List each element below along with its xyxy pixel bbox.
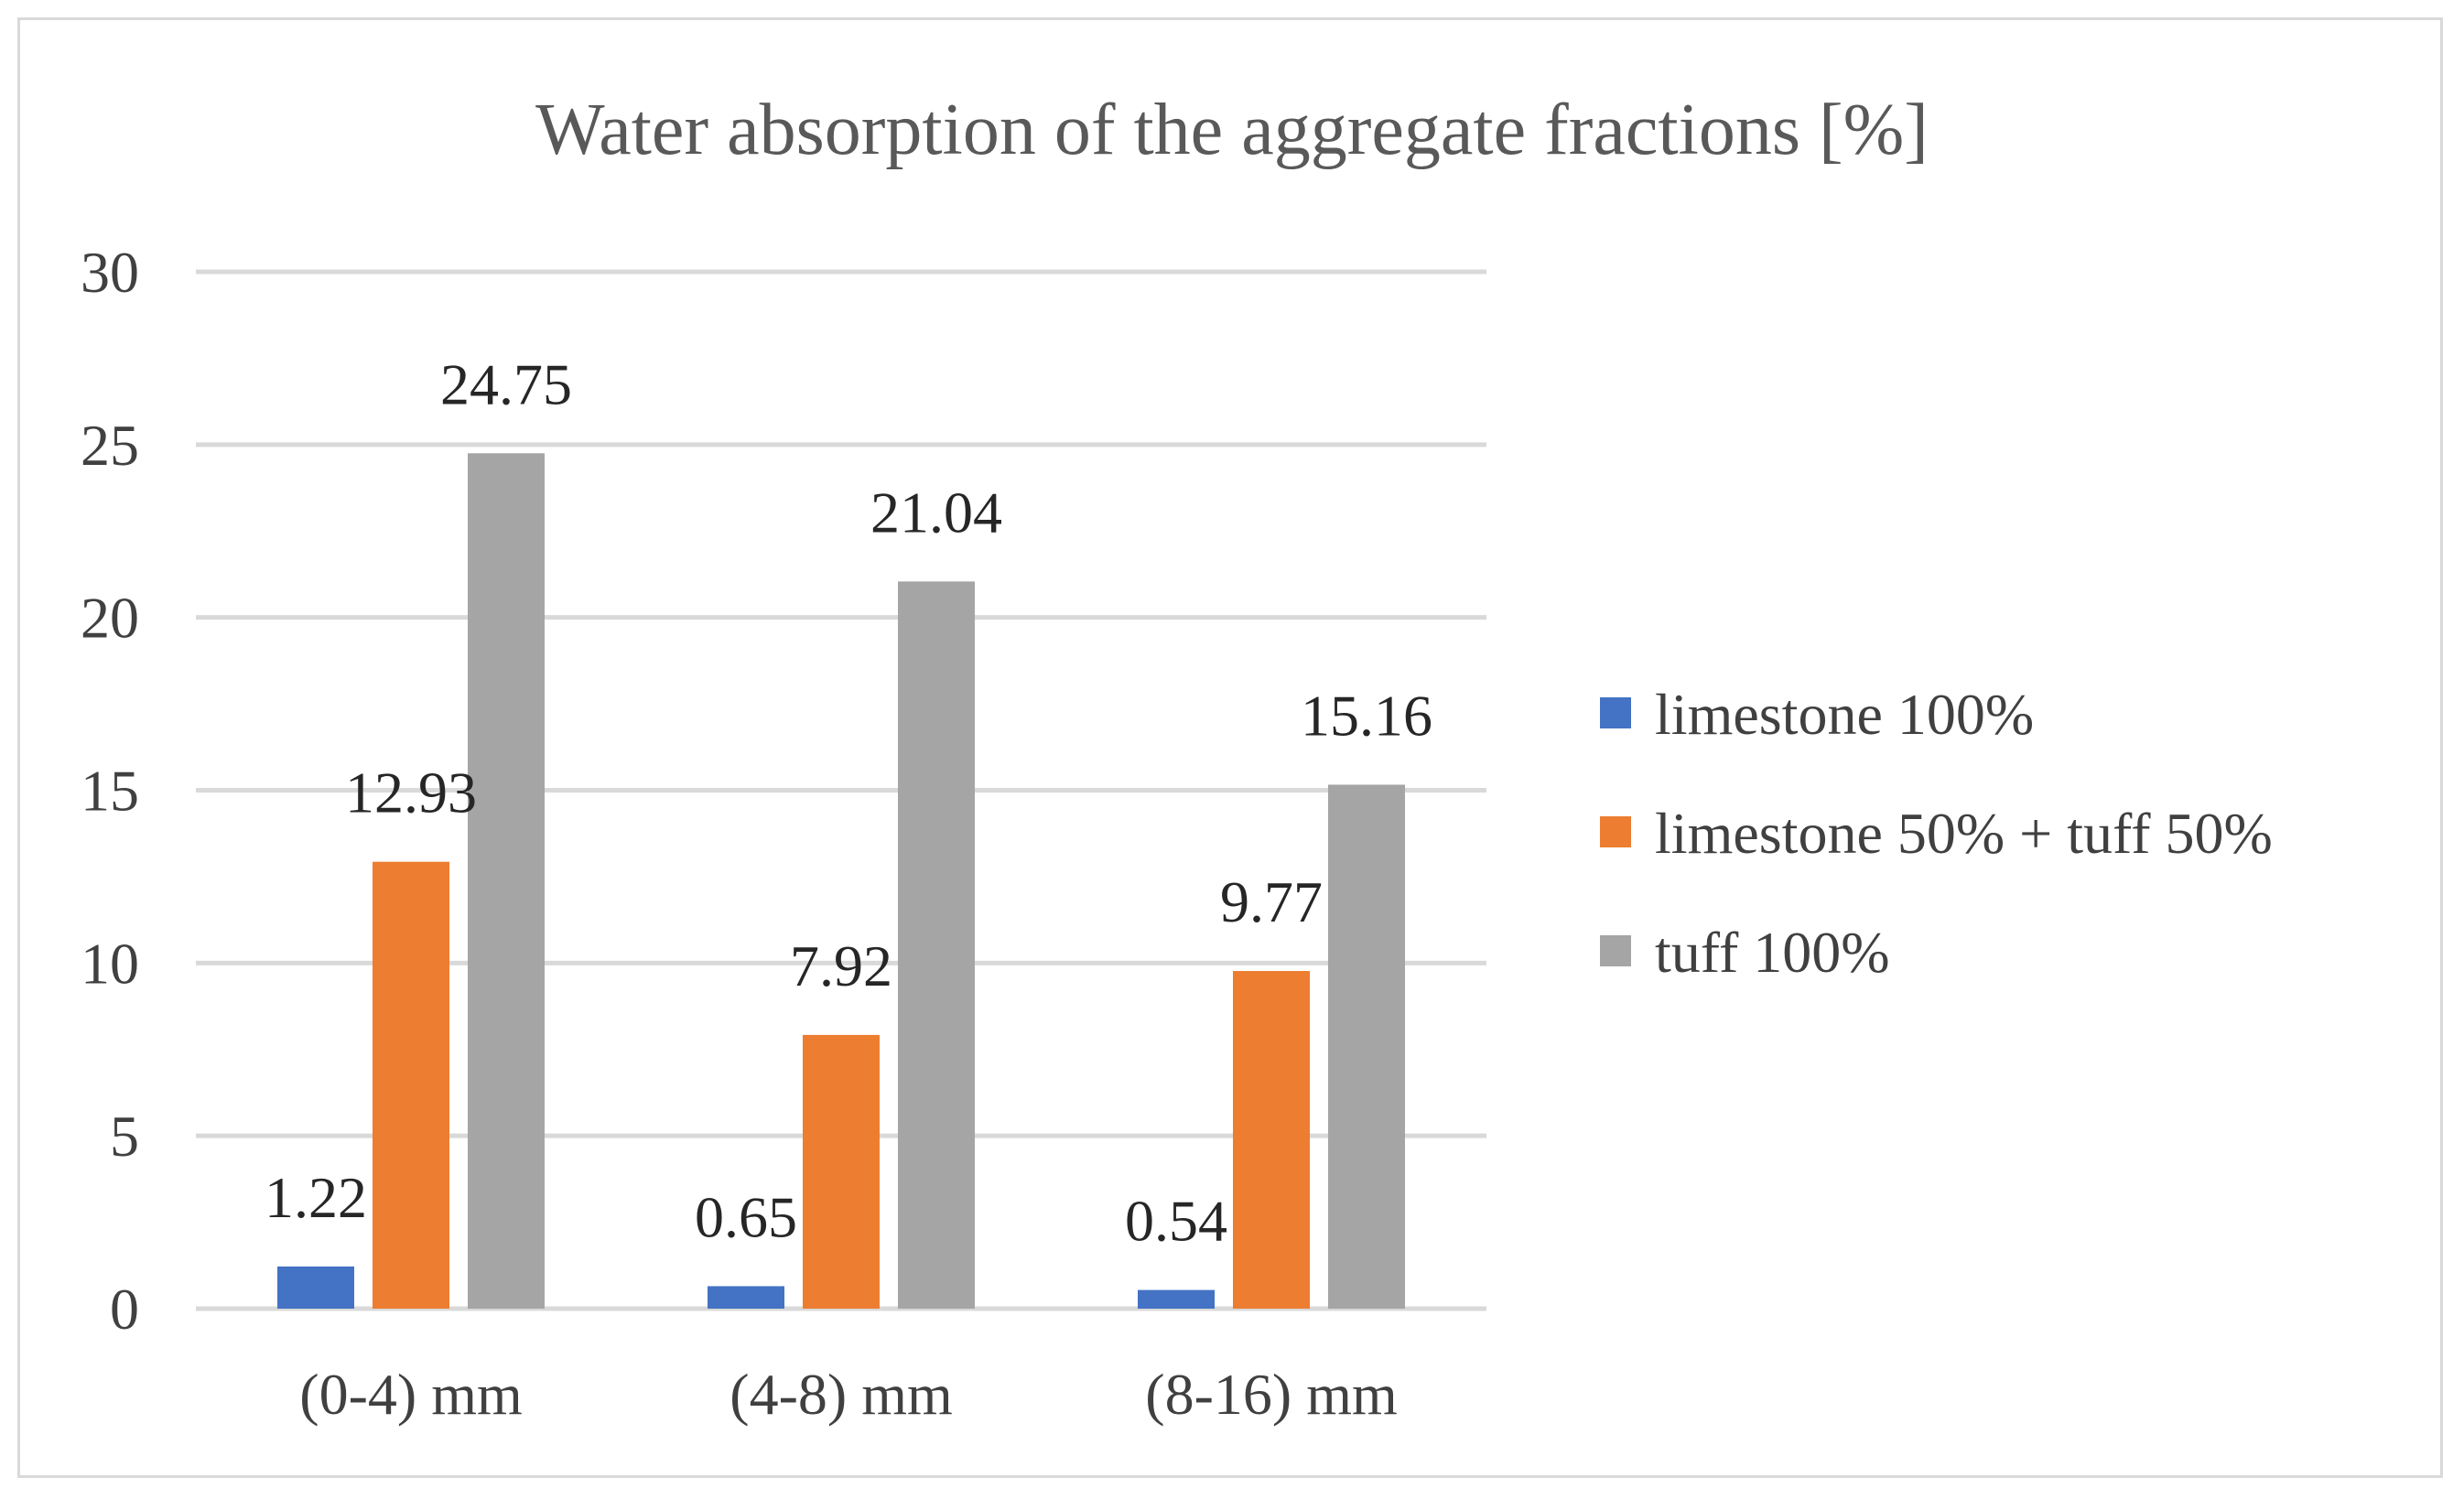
bars <box>277 453 1405 1309</box>
y-tick-label: 20 <box>81 586 139 651</box>
y-tick-label: 5 <box>110 1104 139 1169</box>
bar-series-1-cat-2 <box>1233 971 1310 1309</box>
bar-series-2-cat-2 <box>1328 784 1405 1309</box>
x-axis-category-labels: (0-4) mm (4-8) mm (8-16) mm <box>299 1362 1398 1427</box>
y-tick-label: 0 <box>110 1277 139 1342</box>
legend-label-1: limestone 50% + tuff 50% <box>1655 801 2273 866</box>
data-label: 12.93 <box>345 760 477 825</box>
legend: limestone 100% limestone 50% + tuff 50% t… <box>1600 682 2273 985</box>
x-category-label: (4-8) mm <box>729 1362 953 1427</box>
bar-series-0-cat-1 <box>708 1286 784 1309</box>
y-tick-label: 25 <box>81 413 139 478</box>
x-category-label: (0-4) mm <box>299 1362 523 1427</box>
data-label: 1.22 <box>265 1165 367 1230</box>
data-label: 0.54 <box>1125 1189 1227 1254</box>
y-tick-label: 15 <box>81 759 139 824</box>
legend-swatch-0 <box>1600 697 1631 728</box>
bar-series-1-cat-1 <box>803 1034 880 1309</box>
legend-label-2: tuff 100% <box>1655 920 1890 985</box>
data-label: 9.77 <box>1220 869 1323 934</box>
y-tick-label: 30 <box>81 240 139 305</box>
bar-series-2-cat-1 <box>898 581 975 1309</box>
data-label: 24.75 <box>440 351 572 416</box>
bar-series-0-cat-2 <box>1138 1289 1215 1309</box>
bar-series-1-cat-0 <box>373 861 449 1309</box>
legend-label-0: limestone 100% <box>1655 682 2034 747</box>
legend-swatch-1 <box>1600 816 1631 847</box>
data-label: 0.65 <box>695 1184 797 1249</box>
data-labels: 1.22 12.93 24.75 0.65 7.92 21.04 0.54 9.77 15.16 <box>265 351 1432 1253</box>
data-label: 21.04 <box>870 480 1002 545</box>
bar-series-0-cat-0 <box>277 1266 354 1309</box>
data-label: 7.92 <box>790 933 892 998</box>
bar-series-2-cat-0 <box>468 453 545 1309</box>
legend-swatch-2 <box>1600 935 1631 966</box>
y-tick-label: 10 <box>81 931 139 996</box>
x-category-label: (8-16) mm <box>1145 1362 1398 1427</box>
chart-title: Water absorption of the aggregate fracti… <box>535 90 1929 170</box>
data-label: 15.16 <box>1301 683 1432 748</box>
y-axis-tick-labels: 0 5 10 15 20 25 30 <box>81 240 139 1342</box>
